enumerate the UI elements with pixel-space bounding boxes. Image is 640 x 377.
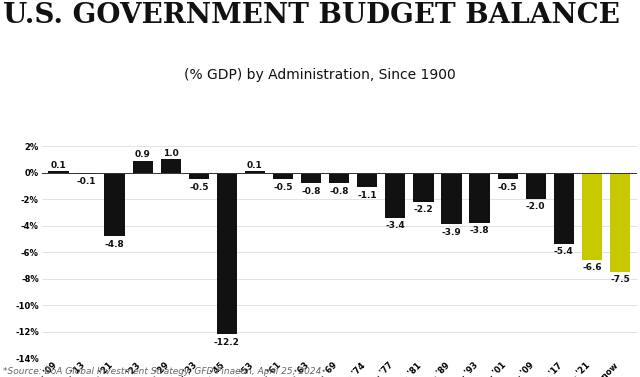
- Text: -0.5: -0.5: [273, 182, 292, 192]
- Text: 0.1: 0.1: [247, 161, 263, 170]
- Bar: [525, 173, 546, 199]
- Text: -1.1: -1.1: [358, 190, 377, 199]
- Bar: [582, 173, 602, 260]
- Bar: [161, 159, 181, 173]
- Bar: [76, 173, 97, 174]
- Text: 1.0: 1.0: [163, 149, 179, 158]
- Text: -0.8: -0.8: [330, 187, 349, 196]
- Bar: [132, 161, 153, 173]
- Text: -5.4: -5.4: [554, 247, 573, 256]
- Text: 0.9: 0.9: [135, 150, 150, 159]
- Text: -0.5: -0.5: [189, 182, 209, 192]
- Bar: [385, 173, 406, 218]
- Text: U.S. GOVERNMENT BUDGET BALANCE: U.S. GOVERNMENT BUDGET BALANCE: [3, 2, 620, 29]
- Bar: [49, 171, 68, 173]
- Text: -2.2: -2.2: [413, 205, 433, 214]
- Text: -3.8: -3.8: [470, 226, 490, 235]
- Bar: [470, 173, 490, 223]
- Text: -0.1: -0.1: [77, 177, 96, 186]
- Bar: [104, 173, 125, 236]
- Bar: [554, 173, 574, 244]
- Text: -7.5: -7.5: [610, 275, 630, 284]
- Text: -0.5: -0.5: [498, 182, 517, 192]
- Text: -4.8: -4.8: [105, 239, 124, 248]
- Text: 0.1: 0.1: [51, 161, 67, 170]
- Bar: [413, 173, 433, 202]
- Bar: [245, 171, 265, 173]
- Text: -0.8: -0.8: [301, 187, 321, 196]
- Text: -3.4: -3.4: [385, 221, 405, 230]
- Text: -2.0: -2.0: [526, 202, 545, 211]
- Text: (% GDP) by Administration, Since 1900: (% GDP) by Administration, Since 1900: [184, 68, 456, 82]
- Bar: [189, 173, 209, 179]
- Bar: [217, 173, 237, 334]
- Bar: [442, 173, 461, 224]
- Bar: [301, 173, 321, 183]
- Text: -3.9: -3.9: [442, 228, 461, 237]
- Bar: [357, 173, 378, 187]
- Bar: [610, 173, 630, 272]
- Bar: [497, 173, 518, 179]
- Text: -6.6: -6.6: [582, 264, 602, 273]
- Bar: [329, 173, 349, 183]
- Text: *Source: BoA Global Investment Strategy, GFD Finaeon, April 25, 2024: *Source: BoA Global Investment Strategy,…: [3, 367, 321, 376]
- Text: -12.2: -12.2: [214, 338, 240, 346]
- Bar: [273, 173, 293, 179]
